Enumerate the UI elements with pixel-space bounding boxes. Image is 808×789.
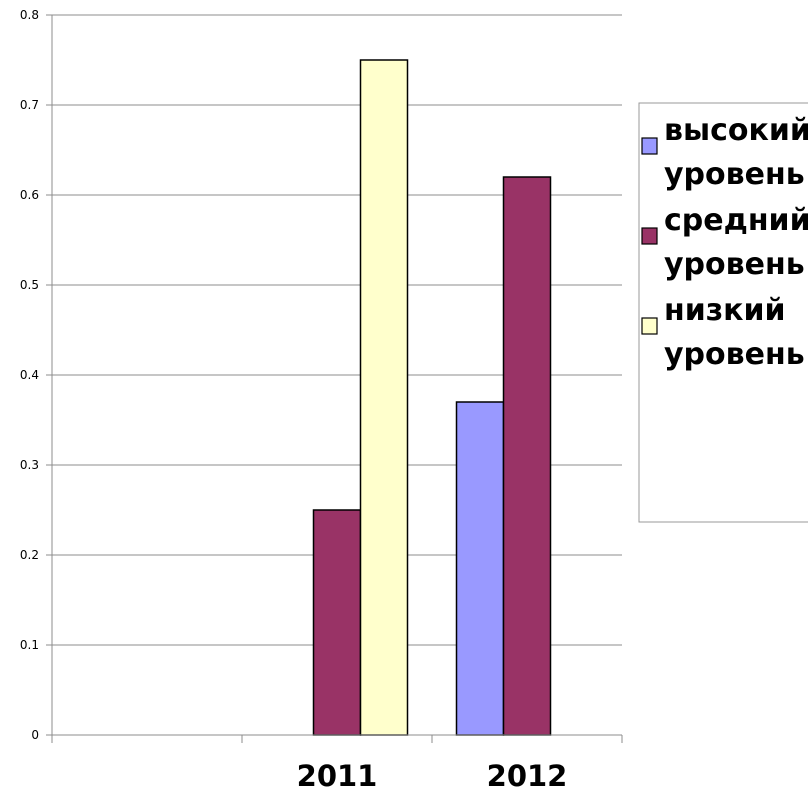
y-tick-label: 0.5: [20, 278, 39, 292]
y-tick-label: 0.6: [20, 188, 39, 202]
y-tick-label: 0.7: [20, 98, 39, 112]
legend-label: высокий уровень: [664, 113, 808, 192]
x-tick-labels: 2011 2012: [297, 759, 568, 789]
gridlines: [52, 14, 622, 646]
legend-swatch: [641, 227, 658, 245]
legend-swatch: [641, 317, 658, 335]
legend-label: средний уровень: [664, 203, 808, 282]
legend-box: [638, 102, 808, 523]
x-tick-label: 2012: [487, 759, 568, 789]
legend: высокий уровень средний уровень низкий уровен…: [638, 102, 808, 523]
x-tick-label: 2011: [297, 759, 378, 789]
y-tick-label: 0.2: [20, 548, 39, 562]
bar-2012-series-1: [502, 176, 552, 736]
bars: [312, 59, 552, 736]
y-tick-label: 0.8: [20, 8, 39, 22]
y-tick-labels: 0 0.1 0.2 0.3 0.4 0.5 0.6 0.7 0.8: [20, 8, 39, 742]
axes: [46, 14, 623, 743]
bar-2011-series-1: [312, 509, 362, 736]
bar-2011-series-2: [359, 59, 409, 736]
y-tick-label: 0.3: [20, 458, 39, 472]
y-tick-label: 0.1: [20, 638, 39, 652]
bar-2012-series-0: [455, 401, 505, 736]
y-tick-label: 0.4: [20, 368, 39, 382]
legend-swatch: [641, 137, 658, 155]
legend-label: низкий уровень: [664, 293, 805, 372]
y-tick-label: 0: [31, 728, 39, 742]
